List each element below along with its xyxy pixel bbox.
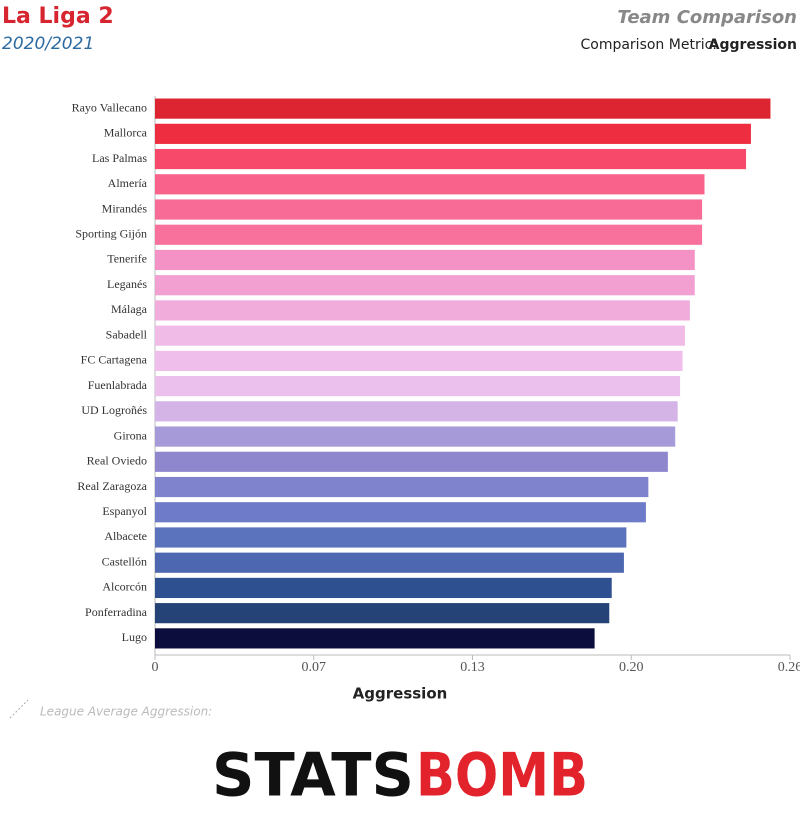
bar [155,325,685,346]
y-tick-label: FC Cartagena [81,353,148,367]
x-tick-label: 0.13 [460,660,485,675]
y-tick-label: Castellón [102,554,147,568]
x-tick-label: 0.26 [778,660,800,675]
bar [155,98,771,119]
y-tick-label: Málaga [111,302,148,316]
y-tick-label: Tenerife [107,252,147,266]
x-tick-label: 0.07 [302,660,327,675]
bar [155,527,627,548]
bar [155,350,683,371]
bar [155,603,610,624]
y-tick-label: Fuenlabrada [88,378,148,392]
y-tick-label: Leganés [107,277,147,291]
logo-right: BOMB [416,741,588,811]
y-tick-label: Espanyol [102,504,147,518]
bar [155,577,612,599]
bar [155,148,747,170]
legend-text: League Average Aggression: [40,705,212,719]
bar [155,401,678,422]
logo-left: STATS [212,741,414,811]
y-tick-label: Albacete [104,529,147,543]
x-axis-title: Aggression [353,685,448,703]
bar [155,249,695,271]
legend-swatch [9,699,29,719]
bar [155,300,690,321]
metric-label: Comparison Metric: [580,37,717,53]
y-tick-label: Las Palmas [92,151,147,165]
bar [155,174,705,195]
header-right: Team Comparison [617,7,797,28]
y-tick-label: UD Logroñés [81,403,147,417]
bar [155,426,676,447]
chart-subtitle: 2020/2021 [2,34,94,54]
y-tick-label: Almería [108,176,148,190]
y-tick-label: Mallorca [104,126,148,140]
bar [155,224,703,245]
bar [155,476,649,498]
bar [155,451,668,472]
y-tick-label: Lugo [122,630,147,644]
y-tick-label: Real Zaragoza [77,479,147,493]
bar [155,199,703,220]
bar [155,275,695,296]
bar [155,628,595,649]
y-tick-label: Sabadell [106,327,148,341]
y-tick-label: Rayo Vallecano [72,100,147,114]
y-tick-label: Girona [114,428,148,442]
y-tick-label: Alcorcón [102,580,147,594]
bar [155,502,646,523]
y-tick-label: Ponferradina [85,605,148,619]
bar [155,552,624,573]
bar [155,376,681,397]
bar [155,123,751,144]
y-tick-label: Sporting Gijón [75,227,147,241]
y-tick-label: Real Oviedo [87,454,147,468]
metric: Aggression [709,37,797,53]
x-tick-label: 0.20 [619,660,644,675]
y-tick-label: Mirandés [102,201,148,215]
chart-title: La Liga 2 [2,4,114,29]
x-tick-label: 0 [152,660,159,675]
